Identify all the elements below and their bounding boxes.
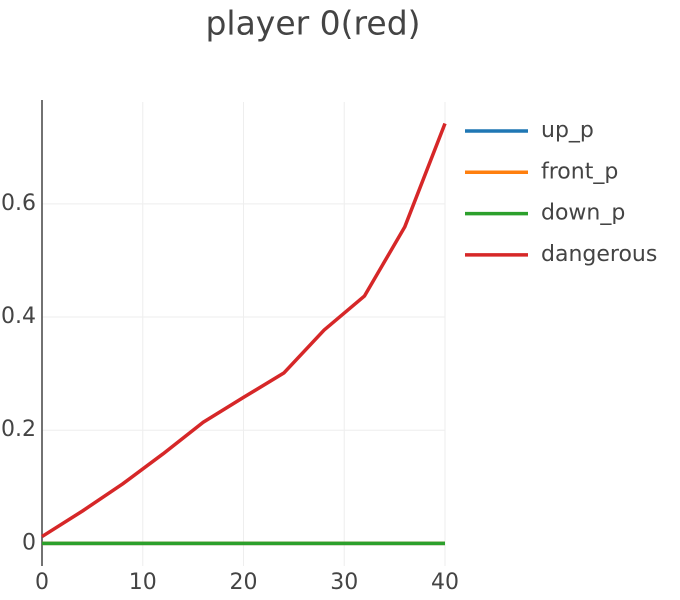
y-tick-label: 0.4 (1, 304, 36, 329)
y-tick-label: 0.6 (1, 191, 36, 216)
x-tick-label: 40 (431, 570, 459, 595)
legend-label: front_p (541, 159, 618, 184)
x-tick-label: 10 (129, 570, 157, 595)
legend-label: down_p (541, 201, 625, 226)
legend-label: dangerous (541, 242, 657, 267)
line-series (41, 122, 447, 539)
x-tick-label: 30 (330, 570, 358, 595)
chart-title: player 0(red) (205, 4, 420, 43)
x-tick-label: 0 (35, 570, 49, 595)
x-tick-label: 20 (230, 570, 258, 595)
y-tick-label: 0 (22, 530, 36, 555)
legend-label: up_p (541, 118, 594, 143)
y-tick-label: 0.2 (1, 417, 36, 442)
